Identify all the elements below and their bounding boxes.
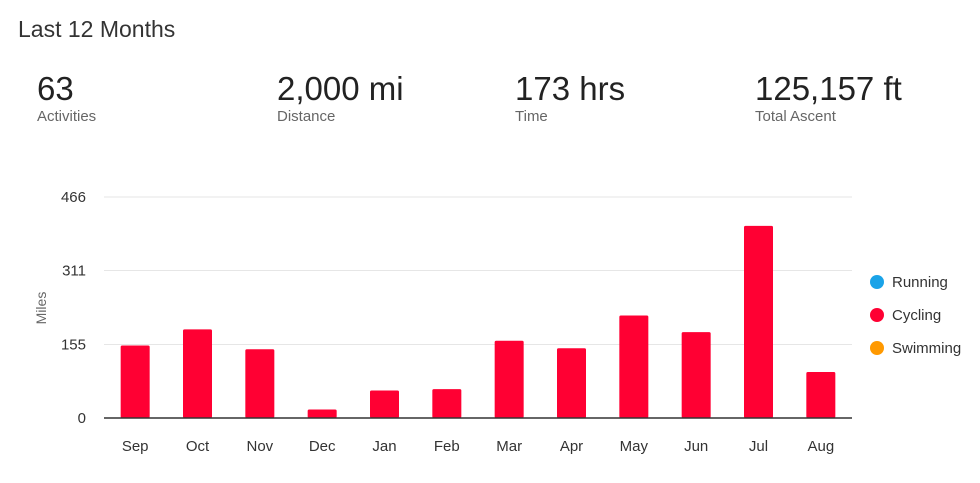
x-tick-label: Oct: [186, 438, 210, 455]
legend-item-swimming[interactable]: Swimming: [870, 340, 961, 357]
stat-label: Distance: [277, 108, 336, 125]
bar-jul[interactable]: [744, 225, 773, 418]
y-axis-ticks: 0 155 311 466: [61, 189, 86, 427]
legend-item-running[interactable]: Running: [870, 274, 948, 291]
y-tick-label: 0: [78, 410, 86, 427]
stat-time: 173 hrs Time: [515, 70, 625, 126]
bar-aug[interactable]: [806, 371, 836, 418]
stat-label: Total Ascent: [755, 108, 836, 125]
stat-value: 63: [37, 70, 74, 107]
legend-label: Cycling: [892, 307, 941, 324]
y-tick-label: 466: [61, 189, 86, 206]
y-axis-label: Miles: [33, 292, 49, 325]
bar-sep[interactable]: [120, 345, 150, 418]
x-tick-label: Feb: [434, 438, 460, 455]
stat-label: Time: [515, 108, 548, 125]
x-tick-label: Sep: [122, 438, 149, 455]
stat-activities: 63 Activities: [37, 70, 96, 126]
x-tick-label: Nov: [246, 438, 273, 455]
bar-mar[interactable]: [494, 340, 524, 418]
legend: Running Cycling Swimming: [870, 274, 961, 357]
bar-dec[interactable]: [307, 409, 337, 418]
bars: [120, 225, 836, 418]
y-tick-label: 155: [61, 336, 86, 353]
x-tick-label: Dec: [309, 438, 336, 455]
y-tick-label: 311: [62, 263, 86, 280]
legend-item-cycling[interactable]: Cycling: [870, 307, 941, 324]
x-tick-label: Jan: [372, 438, 396, 455]
x-tick-label: Jul: [749, 438, 768, 455]
bar-jan[interactable]: [370, 390, 399, 418]
bar-feb[interactable]: [432, 389, 462, 418]
bar-apr[interactable]: [557, 348, 586, 418]
stat-value: 125,157 ft: [755, 70, 902, 107]
legend-label: Running: [892, 274, 948, 291]
bar-may[interactable]: [619, 315, 649, 418]
stat-distance: 2,000 mi Distance: [277, 70, 404, 126]
legend-swatch: [870, 341, 884, 355]
page-title: Last 12 Months: [18, 16, 176, 42]
bar-jun[interactable]: [681, 332, 711, 418]
x-tick-label: Apr: [560, 438, 583, 455]
stat-value: 2,000 mi: [277, 70, 404, 107]
x-tick-label: Aug: [807, 438, 834, 455]
legend-label: Swimming: [892, 340, 961, 357]
x-tick-label: Jun: [684, 438, 708, 455]
x-tick-label: May: [620, 438, 649, 455]
legend-swatch: [870, 308, 884, 322]
x-axis-ticks: Sep Oct Nov Dec Jan Feb Mar Apr May Jun Jul Aug: [122, 438, 834, 455]
legend-swatch: [870, 275, 884, 289]
stat-label: Activities: [37, 108, 97, 125]
stat-value: 173 hrs: [515, 70, 626, 107]
gridlines: [104, 196, 852, 345]
bar-oct[interactable]: [183, 329, 212, 418]
stat-total-ascent: 125,157 ft Total Ascent: [755, 70, 902, 126]
bar-nov[interactable]: [245, 349, 275, 418]
x-tick-label: Mar: [496, 438, 522, 455]
